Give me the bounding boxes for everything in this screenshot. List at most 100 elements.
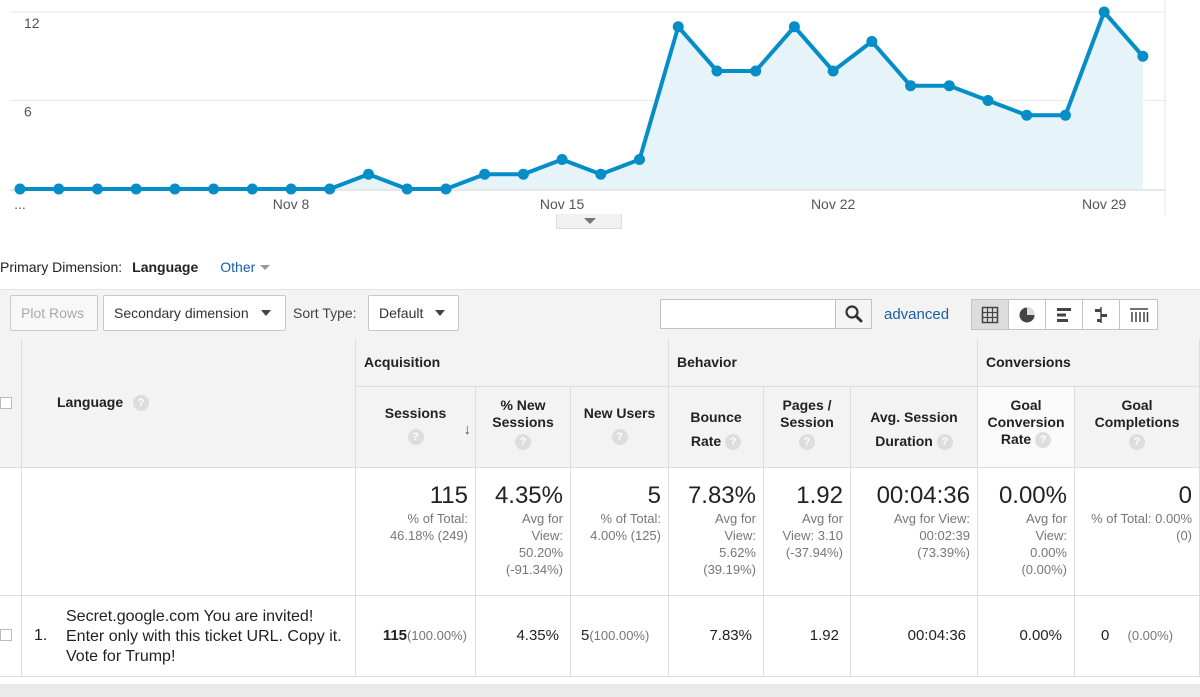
total-value: 1.92 (796, 482, 843, 509)
x-tick-label: ... (14, 196, 26, 212)
row-index: 1. (34, 627, 48, 644)
data-point (479, 168, 491, 180)
row-checkbox[interactable] (0, 629, 12, 641)
caret-down-icon (260, 264, 271, 270)
help-icon[interactable]: ? (1035, 432, 1052, 449)
total-goal-completions: 0 % of Total: 0.00% (0) (1075, 468, 1200, 596)
arrow-down-icon[interactable]: ↓ (463, 421, 472, 438)
sort-type-value: Default (379, 305, 424, 321)
help-icon[interactable]: ? (515, 434, 531, 451)
pages-per-session-header-label: Pages / Session (780, 397, 834, 430)
row-sessions-pct: (100.00%) (407, 628, 467, 643)
primary-dimension-bar: Primary Dimension: Language Other (0, 259, 271, 275)
data-point (866, 36, 878, 47)
goal-completions-header-label: Goal Completions (1094, 397, 1180, 430)
search-input[interactable] (661, 300, 835, 328)
data-point (285, 183, 297, 195)
data-point (324, 183, 336, 195)
advanced-filter-link[interactable]: advanced (884, 306, 950, 323)
column-header-goal-conversion-rate[interactable]: Goal Conversion Rate ? (978, 387, 1075, 468)
data-point (1021, 109, 1033, 121)
pie-view-button[interactable] (1009, 300, 1046, 329)
language-column-header[interactable]: Language ? (22, 339, 356, 468)
column-header-sessions[interactable]: Sessions ? ↓ (356, 387, 476, 468)
plot-rows-button[interactable]: Plot Rows (10, 295, 98, 331)
caret-down-icon (584, 218, 596, 224)
total-value: 4.35% (494, 482, 563, 509)
data-point (672, 21, 684, 33)
group-header-conversions: Conversions (978, 339, 1200, 387)
new-users-header-label: New Users (583, 405, 656, 421)
search-button[interactable] (835, 300, 871, 328)
total-value: 00:04:36 (876, 482, 970, 509)
series-area (20, 12, 1143, 189)
column-header-pages-per-session[interactable]: Pages / Session ? (764, 387, 851, 468)
total-subtext: % of Total: 46.18% (249) (389, 511, 468, 543)
data-point (440, 183, 452, 195)
column-header-pct-new-sessions[interactable]: % New Sessions ? (476, 387, 571, 468)
comparison-view-button[interactable] (1083, 300, 1120, 329)
sort-type-dropdown[interactable]: Default (368, 295, 459, 331)
data-point (1137, 50, 1149, 62)
row-language-link[interactable]: Secret.google.com You are invited! Enter… (66, 608, 342, 665)
total-pages-per-session: 1.92 Avg for View: 3.10 (-37.94%) (764, 468, 851, 596)
total-value: 0.00% (998, 482, 1067, 509)
column-header-goal-completions[interactable]: Goal Completions ? (1075, 387, 1200, 468)
help-icon[interactable]: ? (936, 434, 953, 451)
row-new-users: 5(100.00%) (571, 596, 669, 677)
data-point (362, 168, 374, 180)
data-point (130, 183, 142, 195)
total-sessions: 115 % of Total: 46.18% (249) (356, 468, 476, 596)
y-tick-label: 12 (24, 15, 40, 31)
data-point (517, 168, 529, 180)
table-search (660, 299, 872, 329)
column-header-bounce-rate[interactable]: Bounce Rate ? (669, 387, 764, 468)
totals-checkbox-cell (0, 468, 22, 596)
total-subtext: Avg for View: 0.00% (0.00%) (1021, 511, 1067, 577)
row-new-users-value: 5 (581, 627, 590, 644)
data-point (91, 183, 103, 195)
total-new-users: 5 % of Total: 4.00% (125) (571, 468, 669, 596)
performance-view-button[interactable] (1046, 300, 1083, 329)
help-icon[interactable]: ? (799, 434, 815, 451)
bottom-scroll-area (0, 684, 1200, 697)
data-point (401, 183, 413, 195)
sessions-header-label: Sessions (384, 405, 447, 421)
search-icon (845, 305, 863, 323)
row-goal-conversion-rate: 0.00% (978, 596, 1075, 677)
x-tick-label: Nov 8 (273, 196, 310, 212)
caret-down-icon (435, 310, 446, 316)
primary-dimension-other[interactable]: Other (220, 259, 271, 275)
help-icon[interactable]: ? (725, 434, 742, 451)
help-icon[interactable]: ? (1129, 434, 1145, 451)
total-subtext: Avg for View: 3.10 (-37.94%) (782, 511, 843, 560)
total-bounce-rate: 7.83% Avg for View: 5.62% (39.19%) (669, 468, 764, 596)
help-icon[interactable]: ? (133, 395, 150, 412)
table-toolbar: Plot Rows Secondary dimension Sort Type:… (0, 289, 1200, 339)
primary-dimension-language[interactable]: Language (132, 259, 199, 275)
column-header-new-users[interactable]: New Users ? (571, 387, 669, 468)
y-tick-label: 6 (24, 104, 32, 120)
caret-down-icon (260, 310, 271, 316)
chart-collapse-toggle[interactable] (556, 214, 622, 229)
select-all-checkbox[interactable] (0, 397, 12, 409)
row-checkbox-cell (0, 596, 22, 677)
data-point (556, 154, 568, 165)
row-sessions: 115(100.00%) (356, 596, 476, 677)
column-header-avg-session-duration[interactable]: Avg. Session Duration ? (851, 387, 978, 468)
total-value: 5 (647, 482, 661, 509)
table-view-button[interactable] (972, 300, 1009, 329)
total-goal-conversion-rate: 0.00% Avg for View: 0.00% (0.00%) (978, 468, 1075, 596)
sort-type-label: Sort Type: (293, 305, 357, 321)
secondary-dimension-dropdown[interactable]: Secondary dimension (103, 295, 286, 331)
row-goal-completions-pct: (0.00%) (1127, 628, 1174, 643)
data-point (788, 21, 800, 33)
total-pct-new-sessions: 4.35% Avg for View: 50.20% (-91.34%) (476, 468, 571, 596)
x-tick-label: Nov 29 (1082, 196, 1127, 212)
pivot-view-button[interactable] (1120, 300, 1157, 329)
row-goal-completions: 0 (0.00%) (1075, 596, 1200, 677)
help-icon[interactable]: ? (611, 429, 628, 446)
series-line (20, 10, 1145, 191)
total-value: 0 (1178, 482, 1192, 509)
help-icon[interactable]: ? (407, 429, 424, 446)
